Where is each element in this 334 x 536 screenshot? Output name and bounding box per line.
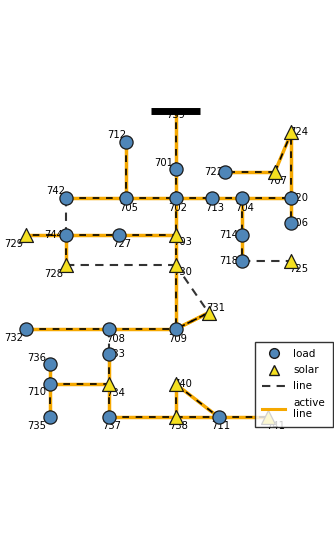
Point bbox=[63, 194, 69, 203]
Text: 736: 736 bbox=[27, 353, 46, 363]
Point bbox=[222, 168, 228, 176]
Text: 720: 720 bbox=[289, 193, 308, 204]
Text: 733: 733 bbox=[107, 349, 125, 359]
Point bbox=[24, 325, 29, 333]
Point bbox=[24, 230, 29, 239]
Point bbox=[239, 194, 244, 203]
Text: 704: 704 bbox=[235, 203, 254, 213]
Text: 738: 738 bbox=[169, 421, 188, 431]
Point bbox=[173, 325, 178, 333]
Point bbox=[173, 260, 178, 269]
Text: 730: 730 bbox=[173, 267, 192, 277]
Point bbox=[173, 379, 178, 388]
Point bbox=[173, 165, 178, 173]
Text: 722: 722 bbox=[204, 167, 223, 177]
Text: 703: 703 bbox=[173, 237, 192, 247]
Point bbox=[107, 379, 112, 388]
Point bbox=[63, 230, 69, 239]
Point bbox=[173, 413, 178, 421]
Point bbox=[107, 413, 112, 421]
Text: 708: 708 bbox=[106, 333, 125, 344]
Text: 718: 718 bbox=[220, 256, 239, 266]
Point bbox=[63, 260, 69, 269]
Text: 729: 729 bbox=[4, 239, 23, 249]
Point bbox=[173, 194, 178, 203]
Text: 707: 707 bbox=[268, 176, 287, 186]
Point bbox=[47, 413, 52, 421]
Text: 713: 713 bbox=[205, 203, 224, 213]
Text: 731: 731 bbox=[206, 303, 225, 313]
Point bbox=[266, 413, 271, 421]
Point bbox=[239, 230, 244, 239]
Legend: load, solar, line, active
line: load, solar, line, active line bbox=[255, 341, 333, 427]
Point bbox=[107, 350, 112, 359]
Point bbox=[173, 230, 178, 239]
Point bbox=[216, 413, 221, 421]
Point bbox=[289, 219, 294, 228]
Text: 712: 712 bbox=[107, 130, 126, 140]
Point bbox=[107, 325, 112, 333]
Text: 714: 714 bbox=[220, 230, 239, 240]
Point bbox=[117, 230, 122, 239]
Point bbox=[272, 168, 278, 176]
Text: 706: 706 bbox=[289, 218, 308, 228]
Text: 709: 709 bbox=[169, 333, 188, 344]
Text: 734: 734 bbox=[106, 388, 125, 398]
Point bbox=[209, 194, 215, 203]
Text: 740: 740 bbox=[173, 379, 192, 389]
Text: 728: 728 bbox=[44, 269, 63, 279]
Text: 744: 744 bbox=[44, 230, 63, 240]
Point bbox=[289, 194, 294, 203]
Text: 725: 725 bbox=[289, 264, 308, 274]
Text: 742: 742 bbox=[46, 186, 65, 196]
Point bbox=[289, 128, 294, 137]
Text: 705: 705 bbox=[119, 203, 138, 213]
Text: 710: 710 bbox=[27, 387, 46, 397]
Text: 702: 702 bbox=[169, 203, 188, 213]
Point bbox=[206, 308, 211, 317]
Point bbox=[123, 138, 129, 146]
Text: 741: 741 bbox=[266, 421, 285, 431]
Text: 701: 701 bbox=[154, 158, 173, 168]
Point bbox=[47, 360, 52, 368]
Text: 739: 739 bbox=[166, 110, 185, 120]
Point bbox=[289, 257, 294, 266]
Point bbox=[239, 257, 244, 266]
Text: 737: 737 bbox=[103, 421, 121, 431]
Text: 711: 711 bbox=[212, 421, 231, 431]
Text: 724: 724 bbox=[289, 127, 308, 137]
Text: 735: 735 bbox=[27, 421, 46, 431]
Text: 732: 732 bbox=[4, 332, 23, 343]
Text: 727: 727 bbox=[112, 239, 131, 249]
Point bbox=[123, 194, 129, 203]
Point bbox=[47, 379, 52, 388]
